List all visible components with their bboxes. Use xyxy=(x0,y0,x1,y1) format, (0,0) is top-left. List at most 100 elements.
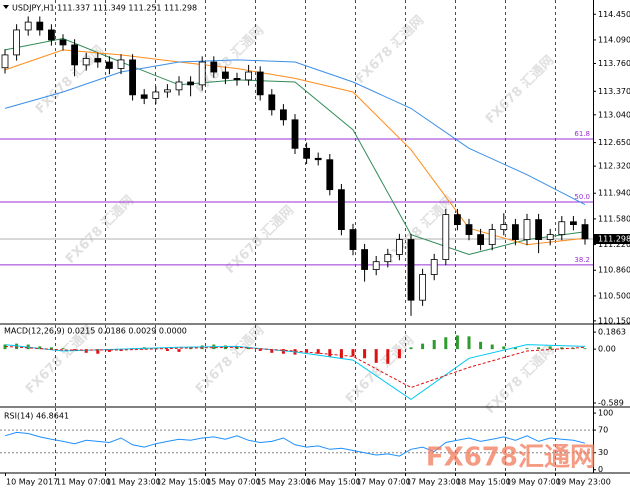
candle-body xyxy=(24,21,32,31)
last-price-box xyxy=(593,234,630,245)
candle-body xyxy=(82,58,90,66)
candle-body xyxy=(256,71,264,96)
macd-bar xyxy=(409,347,413,350)
y-tick-label: -0.589 xyxy=(598,398,624,407)
candle-body xyxy=(268,94,276,111)
macd-bar xyxy=(270,349,274,353)
candle-body xyxy=(361,249,369,270)
macd-bar xyxy=(281,349,285,354)
y-tick-label: 110.860 xyxy=(598,266,630,275)
fib-level-label: 50.0 xyxy=(574,193,590,201)
candle-body xyxy=(303,147,311,159)
y-tick-label: 111.940 xyxy=(598,189,630,198)
x-tick-label: 17 May 23:00 xyxy=(406,478,461,487)
macd-bar xyxy=(444,337,448,350)
candle-body xyxy=(13,29,21,56)
macd-bar xyxy=(583,348,587,350)
candle-body xyxy=(500,224,508,230)
candle-body xyxy=(523,219,531,240)
macd-bar xyxy=(38,346,42,350)
macd-bar xyxy=(339,349,343,359)
x-tick-label: 10 May 2017 xyxy=(6,478,58,487)
candle-body xyxy=(546,234,554,240)
candle-body xyxy=(349,229,357,250)
y-tick-label: 112.320 xyxy=(598,162,630,171)
candle-body xyxy=(71,44,78,66)
candle-body xyxy=(210,61,218,73)
y-tick-label: 112.650 xyxy=(598,138,630,147)
x-tick-label: 19 May 23:00 xyxy=(556,478,611,487)
candle-body xyxy=(535,219,542,240)
macd-bar xyxy=(15,343,19,350)
candle-body xyxy=(245,71,253,81)
y-tick-label: 113.760 xyxy=(598,59,630,68)
candle-body xyxy=(570,221,577,226)
candle-body xyxy=(117,59,125,69)
macd-bar xyxy=(247,347,251,350)
candle-body xyxy=(581,224,589,240)
candle-body xyxy=(384,254,392,263)
y-tick-label: 113.370 xyxy=(598,87,630,96)
x-tick-label: 17 May 07:00 xyxy=(356,478,411,487)
macd-bar xyxy=(560,347,564,350)
y-tick-label: 114.450 xyxy=(598,10,630,19)
y-tick-label: 70 xyxy=(598,426,608,435)
macd-bar xyxy=(305,349,309,353)
x-tick-label: 18 May 15:00 xyxy=(456,478,511,487)
macd-bar xyxy=(537,347,541,350)
macd-bar xyxy=(84,349,88,353)
fib-level-label: 61.8 xyxy=(574,130,590,138)
macd-bar xyxy=(490,344,494,350)
macd-bar xyxy=(513,347,517,350)
candle-body xyxy=(430,259,438,275)
macd-bar xyxy=(455,335,459,350)
macd-bar xyxy=(548,346,552,350)
x-tick-label: 16 May 15:00 xyxy=(306,478,361,487)
macd-bar xyxy=(525,348,529,350)
candle-body xyxy=(59,39,67,46)
y-tick-label: 111.580 xyxy=(598,214,630,223)
macd-bar xyxy=(502,346,506,350)
macd-bar xyxy=(61,348,65,350)
candle-body xyxy=(152,91,160,99)
candle-body xyxy=(442,214,450,260)
y-tick-label: 110.500 xyxy=(598,291,630,300)
candle-body xyxy=(395,239,403,255)
candle-body xyxy=(372,261,380,270)
candle-body xyxy=(36,21,44,31)
y-tick-label: 113.040 xyxy=(598,110,630,119)
y-tick-label: 111.220 xyxy=(598,240,630,249)
candle-body xyxy=(94,58,102,63)
candle-body xyxy=(326,159,334,191)
macd-bar xyxy=(363,349,367,359)
candle-body xyxy=(279,109,287,121)
candle-body xyxy=(1,54,9,69)
candle-body xyxy=(48,29,55,41)
macd-bar xyxy=(571,348,575,350)
macd-bar xyxy=(328,349,332,357)
candle-body xyxy=(198,61,206,86)
moving-average xyxy=(4,49,586,246)
x-tick-label: 11 May 23:00 xyxy=(106,478,161,487)
macd-title: MACD(12,26,9) 0.0215 0.0186 0.0029 0.000… xyxy=(4,327,187,336)
title-icon xyxy=(3,5,9,9)
candle-body xyxy=(175,81,183,91)
y-tick-label: 114.090 xyxy=(598,35,630,44)
x-tick-label: 11 May 07:00 xyxy=(56,478,111,487)
candle-body xyxy=(558,221,566,235)
candle-body xyxy=(337,189,345,230)
candle-body xyxy=(129,59,137,96)
macd-bar xyxy=(397,349,401,359)
candle-body xyxy=(221,71,229,79)
logo: FX678汇通网 xyxy=(426,443,596,473)
y-tick-label: 100 xyxy=(598,409,613,418)
macd-bar xyxy=(351,349,355,357)
last-price-label: 111.298 xyxy=(598,235,630,244)
rsi-title: RSI(14) 46.8641 xyxy=(4,412,69,421)
macd-bar xyxy=(432,339,436,350)
candle-body xyxy=(453,214,461,226)
macd-bar xyxy=(386,349,390,364)
x-tick-label: 12 May 15:00 xyxy=(156,478,211,487)
